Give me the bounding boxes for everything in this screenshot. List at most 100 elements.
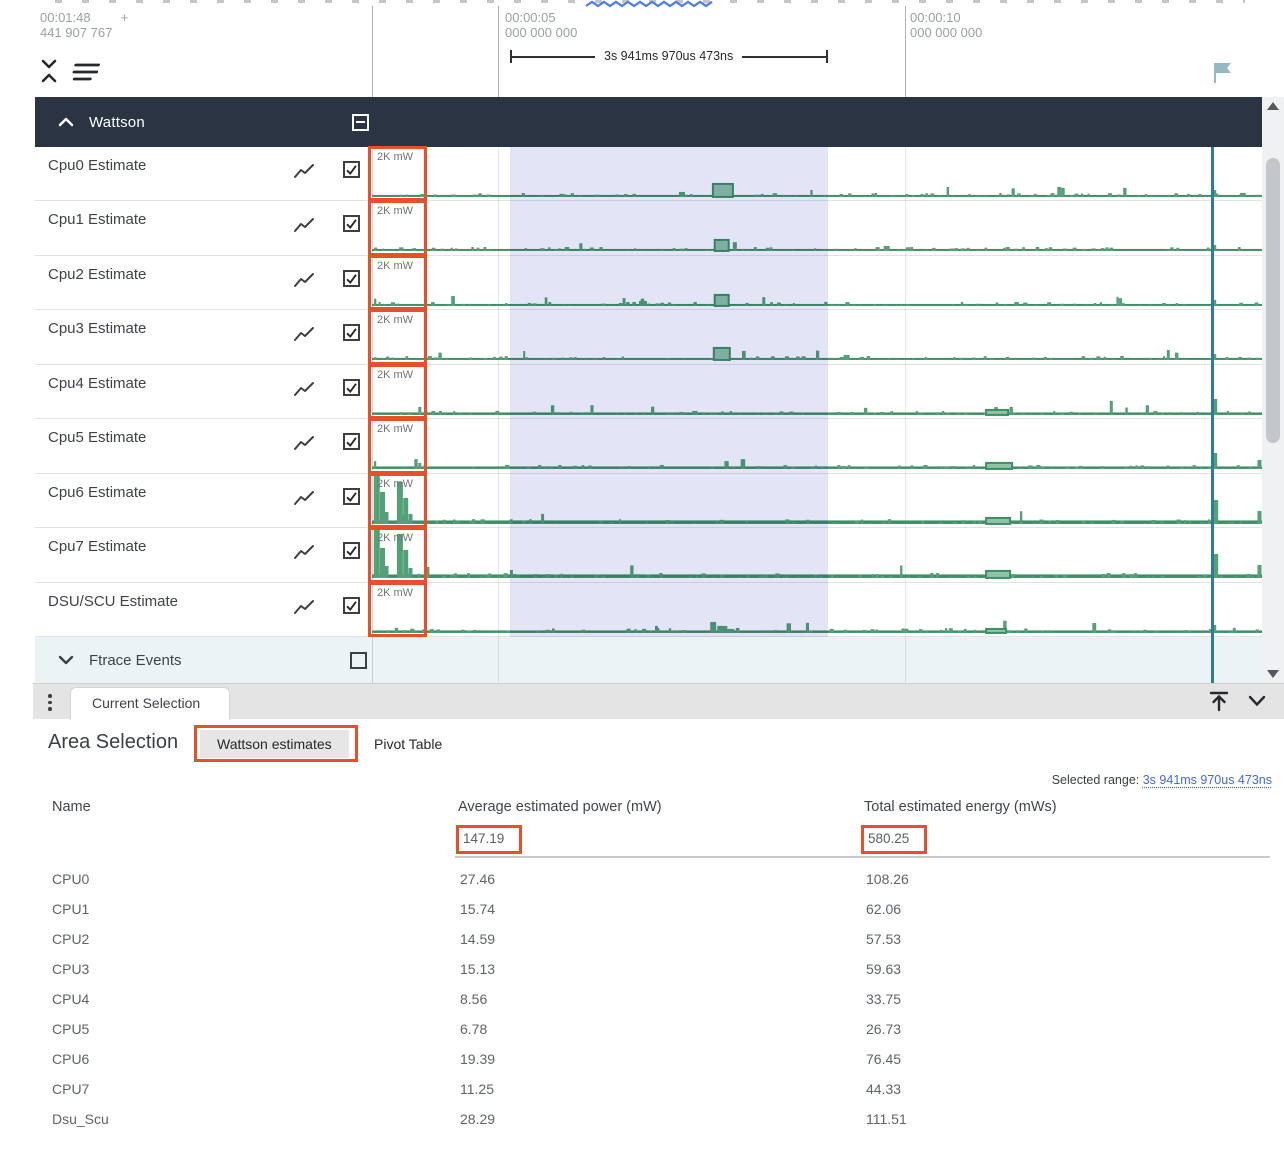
- tracks-scrollbar[interactable]: [1262, 97, 1284, 683]
- group-title: Ftrace Events: [89, 651, 182, 669]
- cell-name: Dsu_Scu: [52, 1111, 109, 1127]
- tab-pivot-table[interactable]: Pivot Table: [374, 736, 443, 752]
- sort-lines-icon[interactable]: [70, 62, 101, 82]
- squiggle-underline: [585, 0, 713, 8]
- selected-range-link[interactable]: 3s 941ms 970us 473ns: [1142, 773, 1272, 787]
- scroll-down-button[interactable]: [1262, 665, 1284, 683]
- cell-avg-power: 15.74: [460, 901, 496, 917]
- total-avg-power: 147.19: [463, 831, 505, 846]
- track-checkbox-checked[interactable]: [343, 487, 360, 505]
- track-scale-label: 2K mW: [377, 423, 414, 436]
- cell-avg-power: 11.25: [460, 1081, 494, 1097]
- table-row: CPU5 6.78 26.73: [0, 1014, 1284, 1044]
- kebab-menu-icon[interactable]: [48, 691, 52, 714]
- checkmark-icon: [346, 437, 357, 448]
- triangle-down-icon: [1267, 670, 1279, 678]
- track-scale-label: 2K mW: [377, 151, 414, 163]
- cell-avg-power: 6.78: [460, 1021, 488, 1037]
- total-energy: 580.25: [868, 831, 910, 846]
- annotation-box-wattson-tab: [194, 725, 358, 762]
- ruler-tick-5s: 00:00:05 000 000 000: [505, 10, 578, 40]
- table-row: CPU1 15.74 62.06: [0, 894, 1284, 924]
- cell-total-energy: 108.26: [866, 871, 909, 887]
- line-chart-icon: [294, 164, 314, 178]
- chevron-down-icon: [58, 655, 74, 665]
- range-bracket-left-cap: [510, 50, 512, 63]
- cell-total-energy: 76.45: [866, 1051, 902, 1067]
- ruler-gridline: [905, 6, 906, 97]
- tab-current-selection[interactable]: Current Selection: [70, 687, 230, 720]
- cell-avg-power: 14.59: [460, 931, 496, 947]
- column-header-avg-power: Average estimated power (mW): [458, 799, 662, 815]
- cell-name: CPU1: [52, 901, 90, 917]
- line-chart-icon: [294, 599, 314, 614]
- cell-total-energy: 62.06: [866, 901, 902, 917]
- table-row: CPU4 8.56 33.75: [0, 984, 1284, 1014]
- group-checkbox-empty[interactable]: [350, 651, 367, 669]
- track-checkbox-checked[interactable]: [343, 433, 360, 451]
- cell-total-energy: 44.33: [866, 1081, 902, 1097]
- ruler-gridline: [498, 6, 499, 97]
- track-group-wattson[interactable]: Wattson: [35, 97, 1262, 147]
- checkmark-icon: [346, 600, 357, 611]
- cell-name: CPU4: [52, 991, 90, 1007]
- cell-name: CPU7: [52, 1081, 90, 1097]
- selection-marker-line: [1211, 147, 1214, 683]
- arrow-up-to-line-icon[interactable]: [1208, 690, 1230, 712]
- minus-icon: [356, 121, 365, 123]
- line-chart-icon: [294, 381, 314, 396]
- line-chart-icon: [294, 272, 314, 287]
- track-checkbox-checked[interactable]: [343, 378, 360, 396]
- unfold-less-icon[interactable]: [38, 58, 60, 84]
- checkmark-icon: [346, 546, 357, 557]
- range-bracket-right-cap: [826, 50, 828, 63]
- track-title: Cpu4 Estimate: [48, 374, 147, 392]
- track-title: Cpu2 Estimate: [48, 265, 147, 283]
- tab-wattson-estimates[interactable]: Wattson estimates: [200, 730, 349, 758]
- chevron-up-icon: [58, 117, 74, 127]
- flag-icon[interactable]: [1209, 60, 1236, 84]
- line-chart-icon: [294, 490, 314, 505]
- ruler-gridline: [372, 6, 373, 97]
- track-title: Cpu5 Estimate: [48, 429, 147, 447]
- group-checkbox-indeterminate[interactable]: [352, 113, 369, 131]
- track-title: Cpu0 Estimate: [48, 157, 147, 174]
- checkmark-icon: [346, 274, 357, 284]
- range-duration-label: 3s 941ms 970us 473ns: [595, 49, 743, 63]
- triangle-up-icon: [1267, 102, 1279, 110]
- column-header-name: Name: [52, 799, 91, 815]
- cell-name: CPU2: [52, 931, 90, 947]
- timeline-gridline: [372, 147, 373, 683]
- track-title: Cpu1 Estimate: [48, 211, 147, 229]
- scroll-up-button[interactable]: [1262, 97, 1284, 115]
- cell-total-energy: 57.53: [866, 931, 902, 947]
- selected-range: Selected range: 3s 941ms 970us 473ns: [1052, 773, 1272, 787]
- track-checkbox-checked[interactable]: [343, 324, 360, 342]
- cell-name: CPU0: [52, 871, 90, 887]
- scrollbar-thumb[interactable]: [1266, 158, 1280, 443]
- track-checkbox-checked[interactable]: [343, 269, 360, 287]
- cropped-text-remnant: [55, 0, 1245, 3]
- chevron-down-icon[interactable]: [1248, 695, 1266, 707]
- table-row: CPU6 19.39 76.45: [0, 1044, 1284, 1074]
- cell-name: CPU5: [52, 1021, 90, 1037]
- annotation-box-total-energy: [861, 825, 927, 854]
- line-chart-icon: [294, 545, 314, 560]
- track-scale-label: 2K mW: [377, 477, 414, 490]
- cell-total-energy: 59.63: [866, 961, 902, 977]
- track-checkbox-checked[interactable]: [343, 596, 360, 614]
- cell-avg-power: 15.13: [460, 961, 496, 977]
- track-scale-label: 2K mW: [377, 314, 414, 327]
- track-group-ftrace[interactable]: Ftrace Events: [35, 637, 1262, 683]
- track-title: Cpu6 Estimate: [48, 483, 147, 501]
- group-title: Wattson: [89, 113, 145, 131]
- track-checkbox-checked[interactable]: [343, 161, 360, 178]
- area-selection-region[interactable]: [510, 147, 828, 637]
- track-checkbox-checked[interactable]: [343, 542, 360, 560]
- line-chart-icon: [294, 327, 314, 342]
- track-scale-label: 2K mW: [377, 532, 414, 545]
- cell-name: CPU3: [52, 961, 90, 977]
- table-row: CPU0 27.46 108.26: [0, 864, 1284, 894]
- track-scale-label: 2K mW: [377, 586, 414, 599]
- track-checkbox-checked[interactable]: [343, 215, 360, 233]
